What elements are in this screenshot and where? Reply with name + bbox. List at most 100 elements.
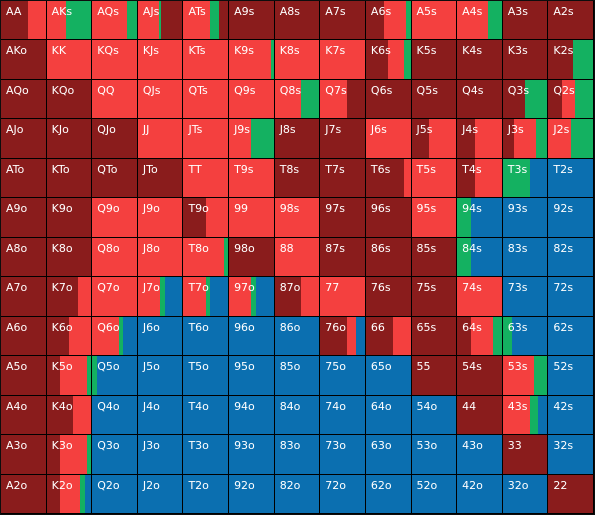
hand-cell[interactable]: 75o [320, 356, 365, 395]
hand-cell[interactable]: 64o [365, 395, 411, 435]
hand-cell[interactable]: J2s [548, 119, 593, 158]
hand-cell[interactable]: 75s [411, 277, 457, 316]
hand-cell[interactable]: J7o [137, 277, 183, 316]
hand-cell[interactable]: Q3s [502, 79, 548, 119]
hand-cell[interactable]: Q6o [92, 316, 137, 356]
hand-cell[interactable]: Q8s [274, 79, 320, 119]
hand-cell[interactable]: K5o [46, 356, 92, 395]
hand-cell[interactable]: T6o [183, 316, 229, 356]
hand-cell[interactable]: 72s [548, 277, 593, 316]
hand-cell[interactable]: A7s [320, 1, 365, 40]
hand-cell[interactable]: ATo [1, 158, 46, 198]
hand-cell[interactable]: J3o [137, 435, 183, 474]
hand-cell[interactable]: 88 [274, 237, 320, 277]
hand-cell[interactable]: 54s [457, 356, 502, 395]
hand-cell[interactable]: K4s [457, 40, 502, 79]
hand-cell[interactable]: 76o [320, 316, 365, 356]
hand-cell[interactable]: T8s [274, 158, 320, 198]
hand-cell[interactable]: 96s [365, 198, 411, 237]
hand-cell[interactable]: KQs [92, 40, 137, 79]
hand-cell[interactable]: 52s [548, 356, 593, 395]
hand-cell[interactable]: T5o [183, 356, 229, 395]
hand-cell[interactable]: T5s [411, 158, 457, 198]
hand-cell[interactable]: T3o [183, 435, 229, 474]
hand-cell[interactable]: 53s [502, 356, 548, 395]
hand-cell[interactable]: Q3o [92, 435, 137, 474]
hand-cell[interactable]: 82o [274, 474, 320, 513]
hand-cell[interactable]: J2o [137, 474, 183, 513]
hand-cell[interactable]: Q9s [229, 79, 274, 119]
hand-cell[interactable]: T9s [229, 158, 274, 198]
hand-cell[interactable]: 77 [320, 277, 365, 316]
hand-cell[interactable]: J8o [137, 237, 183, 277]
hand-cell[interactable]: 94s [457, 198, 502, 237]
hand-cell[interactable]: 85o [274, 356, 320, 395]
hand-cell[interactable]: 92s [548, 198, 593, 237]
hand-cell[interactable]: 72o [320, 474, 365, 513]
hand-cell[interactable]: K9s [229, 40, 274, 79]
hand-cell[interactable]: QQ [92, 79, 137, 119]
hand-cell[interactable]: K8o [46, 237, 92, 277]
hand-cell[interactable]: 52o [411, 474, 457, 513]
hand-cell[interactable]: A2o [1, 474, 46, 513]
hand-cell[interactable]: JJ [137, 119, 183, 158]
hand-cell[interactable]: A6o [1, 316, 46, 356]
hand-cell[interactable]: 74s [457, 277, 502, 316]
hand-cell[interactable]: K3o [46, 435, 92, 474]
hand-cell[interactable]: J9s [229, 119, 274, 158]
hand-cell[interactable]: K4o [46, 395, 92, 435]
hand-cell[interactable]: 97o [229, 277, 274, 316]
hand-cell[interactable]: Q6s [365, 79, 411, 119]
hand-cell[interactable]: Q7s [320, 79, 365, 119]
hand-cell[interactable]: J4o [137, 395, 183, 435]
hand-cell[interactable]: K8s [274, 40, 320, 79]
hand-cell[interactable]: Q2s [548, 79, 593, 119]
hand-cell[interactable]: K2o [46, 474, 92, 513]
hand-cell[interactable]: A8s [274, 1, 320, 40]
hand-cell[interactable]: ATs [183, 1, 229, 40]
hand-cell[interactable]: T6s [365, 158, 411, 198]
hand-cell[interactable]: 32s [548, 435, 593, 474]
hand-cell[interactable]: K7o [46, 277, 92, 316]
hand-cell[interactable]: Q9o [92, 198, 137, 237]
hand-cell[interactable]: 87s [320, 237, 365, 277]
hand-cell[interactable]: 66 [365, 316, 411, 356]
hand-cell[interactable]: KJs [137, 40, 183, 79]
hand-cell[interactable]: KTs [183, 40, 229, 79]
hand-cell[interactable]: J9o [137, 198, 183, 237]
hand-cell[interactable]: 85s [411, 237, 457, 277]
hand-cell[interactable]: 43o [457, 435, 502, 474]
hand-cell[interactable]: A3o [1, 435, 46, 474]
hand-cell[interactable]: Q7o [92, 277, 137, 316]
hand-cell[interactable]: AJo [1, 119, 46, 158]
hand-cell[interactable]: 64s [457, 316, 502, 356]
hand-cell[interactable]: AJs [137, 1, 183, 40]
hand-cell[interactable]: J5s [411, 119, 457, 158]
hand-cell[interactable]: 93o [229, 435, 274, 474]
hand-cell[interactable]: TT [183, 158, 229, 198]
hand-cell[interactable]: 98s [274, 198, 320, 237]
hand-cell[interactable]: A4o [1, 395, 46, 435]
hand-cell[interactable]: A9s [229, 1, 274, 40]
hand-cell[interactable]: J6s [365, 119, 411, 158]
hand-cell[interactable]: 86s [365, 237, 411, 277]
hand-cell[interactable]: 97s [320, 198, 365, 237]
hand-cell[interactable]: 86o [274, 316, 320, 356]
hand-cell[interactable]: K3s [502, 40, 548, 79]
hand-cell[interactable]: J6o [137, 316, 183, 356]
hand-cell[interactable]: A5s [411, 1, 457, 40]
hand-cell[interactable]: 84s [457, 237, 502, 277]
hand-cell[interactable]: 32o [502, 474, 548, 513]
hand-cell[interactable]: KK [46, 40, 92, 79]
hand-cell[interactable]: A6s [365, 1, 411, 40]
hand-cell[interactable]: T3s [502, 158, 548, 198]
hand-cell[interactable]: A3s [502, 1, 548, 40]
hand-cell[interactable]: Q4o [92, 395, 137, 435]
hand-cell[interactable]: AA [1, 1, 46, 40]
hand-cell[interactable]: T7o [183, 277, 229, 316]
hand-cell[interactable]: 44 [457, 395, 502, 435]
hand-cell[interactable]: KJo [46, 119, 92, 158]
hand-cell[interactable]: J3s [502, 119, 548, 158]
hand-cell[interactable]: T4s [457, 158, 502, 198]
hand-cell[interactable]: 93s [502, 198, 548, 237]
